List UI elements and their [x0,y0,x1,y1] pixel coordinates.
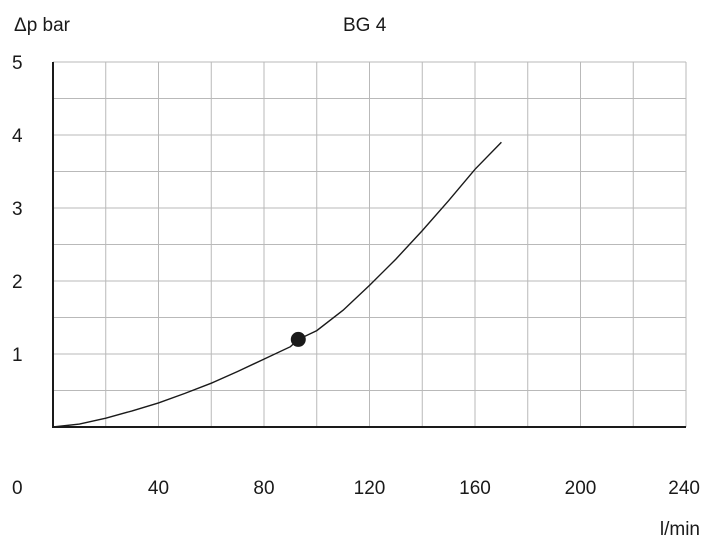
grid [53,61,687,427]
y-tick-label: 1 [12,345,23,366]
x-axis-label: l/min [660,519,700,540]
x-tick-label: 160 [459,478,491,499]
x-tick-label: 80 [253,478,274,499]
axes [52,62,686,428]
tick-labels: 1 2 3 4 5 0 40 80 120 160 200 240 [12,53,700,499]
x-tick-label: 120 [354,478,386,499]
marker-layer [290,331,306,347]
y-tick-label: 5 [12,53,23,74]
x-tick-label: 40 [148,478,169,499]
series-line [52,141,502,428]
y-tick-label: 3 [12,199,23,220]
y-tick-label: 2 [12,272,23,293]
x-tick-label: 0 [12,478,23,499]
series-layer [52,141,502,428]
chart-title: BG 4 [343,15,387,36]
y-tick-label: 4 [12,126,23,147]
operating-point-marker [290,331,306,347]
x-tick-label: 240 [668,478,700,499]
x-tick-label: 200 [565,478,597,499]
y-axis-label: Δp bar [14,15,71,36]
